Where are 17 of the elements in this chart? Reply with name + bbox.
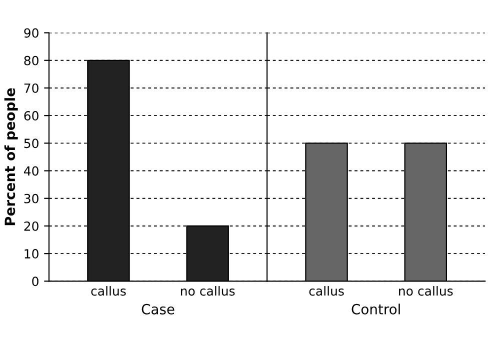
x-tick-label: callus: [309, 286, 344, 296]
y-tick-label: 70: [24, 83, 38, 93]
y-tick-label: 40: [24, 166, 38, 176]
x-tick-label: callus: [91, 286, 126, 296]
y-tick-label: 80: [24, 56, 38, 66]
y-tick-label: 50: [24, 138, 38, 148]
y-tick-label: 10: [24, 249, 38, 258]
x-tick-label: no callus: [180, 286, 235, 296]
y-tick-label: 60: [24, 111, 38, 120]
y-tick-label: 90: [24, 28, 38, 38]
x-axis-title: Case: [142, 304, 174, 314]
x-axis-title: Control: [352, 304, 400, 314]
y-tick-label: 0: [32, 276, 38, 286]
y-axis-title: Percent of people: [4, 88, 18, 226]
y-tick-label: 20: [24, 221, 38, 231]
y-tick-label: 30: [24, 194, 38, 204]
x-tick-label: no callus: [399, 286, 453, 296]
